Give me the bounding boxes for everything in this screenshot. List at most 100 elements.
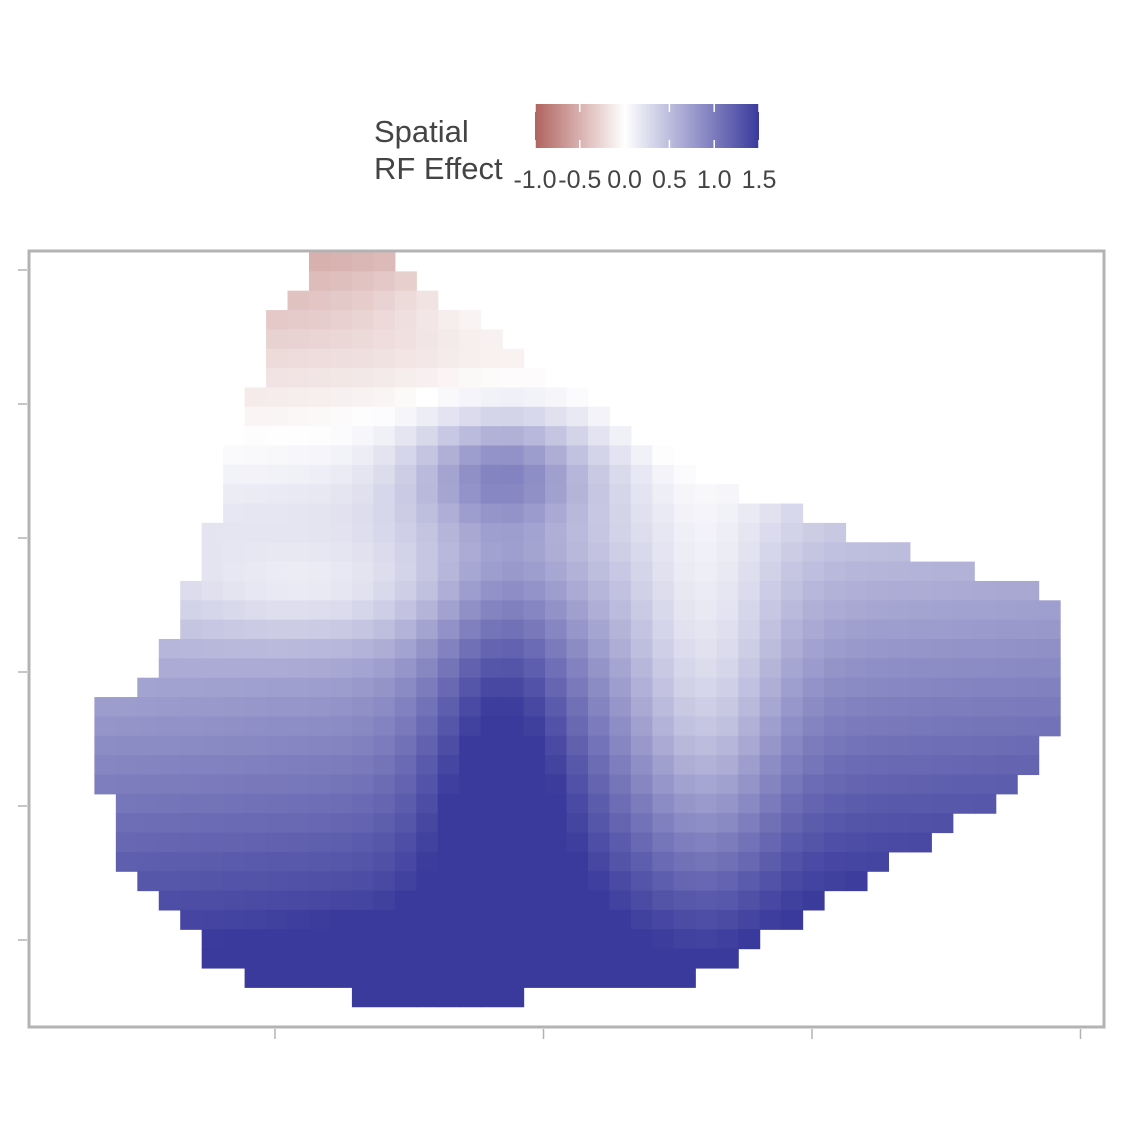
heatmap-cell xyxy=(330,542,353,563)
heatmap-cell xyxy=(373,793,396,814)
heatmap-cell xyxy=(266,697,289,717)
heatmap-cell xyxy=(266,484,289,505)
heatmap-cell xyxy=(652,967,675,988)
heatmap-cell xyxy=(502,832,525,853)
heatmap-cell xyxy=(630,871,653,892)
heatmap-cell xyxy=(866,542,889,563)
heatmap-cell xyxy=(845,580,868,601)
heatmap-cell xyxy=(287,387,310,408)
heatmap-cell xyxy=(845,697,868,717)
heatmap-cell xyxy=(695,851,718,872)
heatmap-cell xyxy=(308,406,332,427)
heatmap-cell xyxy=(330,503,353,524)
heatmap-cell xyxy=(437,793,460,814)
heatmap-cell xyxy=(330,832,353,853)
heatmap-cell xyxy=(287,561,310,582)
heatmap-cell xyxy=(373,484,396,505)
heatmap-cell xyxy=(845,871,868,892)
heatmap-cell xyxy=(330,522,353,543)
heatmap-cell xyxy=(459,484,482,505)
heatmap-cell xyxy=(115,735,138,756)
heatmap-cell xyxy=(330,271,353,292)
heatmap-cell xyxy=(738,561,761,582)
heatmap-cell xyxy=(308,890,332,911)
heatmap-cell xyxy=(673,677,696,698)
heatmap-cell xyxy=(716,503,739,524)
heatmap-cell xyxy=(201,851,224,872)
heatmap-cell xyxy=(416,851,439,872)
heatmap-cell xyxy=(587,619,611,640)
heatmap-cell xyxy=(995,619,1018,640)
heatmap-cell xyxy=(523,503,546,524)
heatmap-cell xyxy=(695,542,718,563)
heatmap-cell xyxy=(695,580,718,601)
heatmap-cell xyxy=(523,967,546,988)
heatmap-cell xyxy=(759,871,782,892)
heatmap-cell xyxy=(137,735,160,756)
heatmap-cell xyxy=(223,600,246,621)
heatmap-cell xyxy=(802,561,825,582)
heatmap-cell xyxy=(502,871,525,892)
heatmap-cell xyxy=(523,658,546,679)
heatmap-cell xyxy=(308,329,332,350)
heatmap-cell xyxy=(523,832,546,853)
heatmap-cell xyxy=(587,464,611,485)
heatmap-cell xyxy=(652,832,675,853)
heatmap-cell xyxy=(201,580,224,601)
heatmap-cell xyxy=(673,522,696,543)
heatmap-cell xyxy=(695,813,718,834)
heatmap-cell xyxy=(630,445,653,466)
heatmap-cell xyxy=(373,271,396,292)
heatmap-cell xyxy=(545,639,568,659)
heatmap-cell xyxy=(695,522,718,543)
heatmap-cell xyxy=(545,909,568,930)
heatmap-cell xyxy=(909,697,932,717)
heatmap-cell xyxy=(781,561,804,582)
heatmap-cell xyxy=(845,561,868,582)
heatmap-cell xyxy=(502,948,525,969)
heatmap-cell xyxy=(716,871,739,892)
heatmap-cell xyxy=(437,851,460,872)
heatmap-cell xyxy=(695,639,718,659)
heatmap-cell xyxy=(223,503,246,524)
heatmap-cell xyxy=(673,600,696,621)
heatmap-cell xyxy=(223,793,246,814)
heatmap-cell xyxy=(566,716,589,737)
heatmap-cell xyxy=(480,735,503,756)
heatmap-cell xyxy=(416,658,439,679)
heatmap-cell xyxy=(909,716,932,737)
heatmap-cell xyxy=(223,890,246,911)
heatmap-cell xyxy=(695,948,718,969)
heatmap-cell xyxy=(373,580,396,601)
heatmap-cell xyxy=(716,580,739,601)
heatmap-cell xyxy=(523,484,546,505)
heatmap-cell xyxy=(394,348,417,369)
heatmap-cell xyxy=(459,987,482,1008)
heatmap-cell xyxy=(266,445,289,466)
heatmap-cell xyxy=(351,697,374,717)
heatmap-cell xyxy=(266,871,289,892)
heatmap-cell xyxy=(502,967,525,988)
heatmap-cell xyxy=(566,890,589,911)
heatmap-cell xyxy=(545,697,568,717)
heatmap-cell xyxy=(695,871,718,892)
heatmap-cell xyxy=(330,290,353,311)
heatmap-cell xyxy=(523,755,546,776)
heatmap-cell xyxy=(223,697,246,717)
heatmap-cell xyxy=(480,348,503,369)
heatmap-cell xyxy=(180,697,203,717)
heatmap-cell xyxy=(995,658,1018,679)
heatmap-cell xyxy=(866,619,889,640)
heatmap-cell xyxy=(223,813,246,834)
heatmap-cell xyxy=(351,464,374,485)
heatmap-cell xyxy=(673,774,696,795)
heatmap-cell xyxy=(437,619,460,640)
heatmap-cell xyxy=(738,600,761,621)
heatmap-cell xyxy=(373,929,396,950)
heatmap-cell xyxy=(351,967,374,988)
heatmap-cell xyxy=(437,329,460,350)
heatmap-cell xyxy=(716,735,739,756)
heatmap-cell xyxy=(673,793,696,814)
heatmap-cell xyxy=(244,464,267,485)
heatmap-cell xyxy=(480,542,503,563)
